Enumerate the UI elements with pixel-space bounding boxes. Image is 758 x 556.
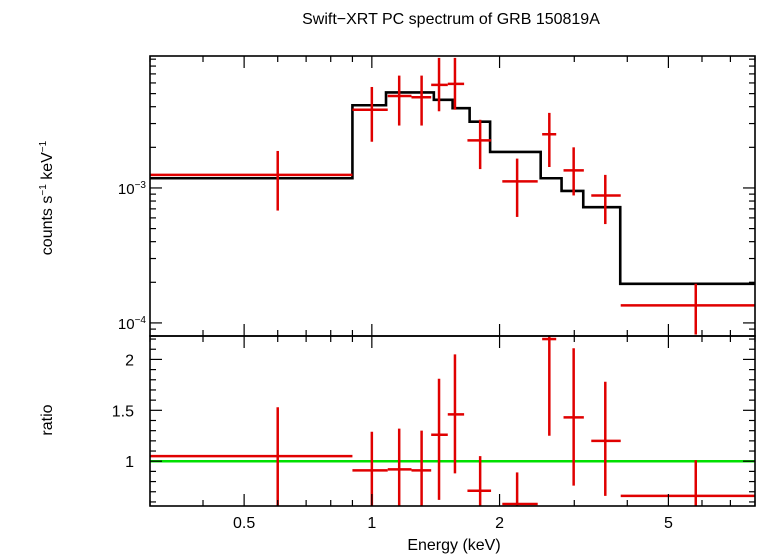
tick-base: 10 <box>118 316 135 333</box>
ratio-point-10 <box>591 381 621 496</box>
lower-y-tick-label-1: 1.5 <box>112 403 134 420</box>
ratio-point-9 <box>563 348 584 486</box>
panel-frames <box>149 55 756 507</box>
x-axis-label: Energy (keV) <box>407 537 500 554</box>
data-point-4 <box>431 57 448 112</box>
ratio-point-3 <box>411 430 432 506</box>
ratio-point-4 <box>431 378 448 500</box>
data-point-2 <box>387 75 412 126</box>
upper-y-axis-label: counts s−1 keV−1 <box>38 140 56 255</box>
ratio-point-6 <box>467 456 492 506</box>
data-point-8 <box>542 112 557 167</box>
data-point-7 <box>502 158 538 217</box>
data-point-11 <box>620 283 755 335</box>
ratio-point-2 <box>387 428 412 506</box>
ylabel-exp2: −1 <box>38 140 49 152</box>
upper-frame <box>149 55 756 337</box>
ylabel-base: counts s <box>39 196 56 256</box>
tick-exponent: −4 <box>135 315 147 326</box>
axis-ticks <box>149 56 756 506</box>
ratio-point-8 <box>542 336 557 436</box>
x-tick-label-0: 0.5 <box>233 515 255 532</box>
tick-exponent: −3 <box>135 180 147 191</box>
x-tick-label-2: 2 <box>495 515 504 532</box>
ratio-point-0 <box>150 407 353 506</box>
data-point-5 <box>447 57 465 110</box>
lower-y-axis-label: ratio <box>39 404 56 435</box>
ratio-point-7 <box>502 472 538 506</box>
lower-y-tick-label-0: 1 <box>125 454 134 471</box>
tick-base: 10 <box>118 181 135 198</box>
ylabel-exp1: −1 <box>38 184 49 196</box>
upper-panel <box>150 57 755 335</box>
data-point-9 <box>563 147 584 196</box>
x-tick-label-1: 1 <box>367 515 376 532</box>
data-point-6 <box>467 119 492 170</box>
lower-y-tick-label-2: 2 <box>125 352 134 369</box>
upper-y-tick-label-0: 10−3 <box>118 180 147 198</box>
lower-panel <box>150 336 755 506</box>
upper-y-tick-label-1: 10−4 <box>118 315 147 333</box>
data-point-0 <box>150 150 353 211</box>
data-point-3 <box>411 75 432 126</box>
model-step-line <box>150 91 755 286</box>
ylabel-mid: keV <box>39 152 56 184</box>
ratio-point-5 <box>447 354 465 474</box>
data-point-10 <box>591 174 621 225</box>
x-tick-label-3: 5 <box>664 515 673 532</box>
tick-labels: 0.5 1 2 510−310−411.52 <box>112 180 673 532</box>
ratio-point-11 <box>620 460 755 506</box>
ratio-point-1 <box>352 431 388 506</box>
data-point-1 <box>352 86 388 142</box>
lower-frame <box>149 335 756 507</box>
chart-title: Swift−XRT PC spectrum of GRB 150819A <box>302 11 600 28</box>
